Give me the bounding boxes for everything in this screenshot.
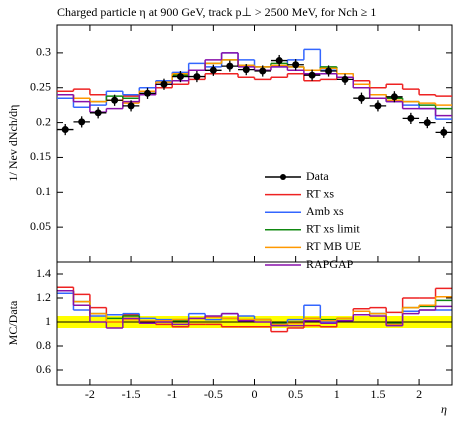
data-point [440, 128, 448, 136]
legend-label: RT MB UE [306, 239, 361, 253]
legend-label: Amb xs [306, 204, 344, 218]
x-tick-label: 1 [334, 387, 340, 401]
data-point [144, 89, 152, 97]
data-point [242, 66, 250, 74]
legend-marker [280, 174, 286, 180]
x-axis-label: η [441, 402, 447, 416]
data-point [160, 80, 168, 88]
y-tick-label: 1 [45, 314, 51, 328]
y-axis-label: 1/ Nev dNch/dη [6, 105, 20, 182]
y-tick-label: 0.6 [36, 362, 51, 376]
x-tick-label: -0.5 [204, 387, 223, 401]
legend-label: Data [306, 169, 329, 183]
y-tick-label: 1.4 [36, 266, 51, 280]
data-point [407, 114, 415, 122]
x-tick-label: 2 [416, 387, 422, 401]
x-tick-label: 0.5 [288, 387, 303, 401]
y-tick-label: 0.2 [36, 114, 51, 128]
data-point [226, 62, 234, 70]
y-tick-label: 0.25 [30, 79, 51, 93]
x-tick-label: -1 [167, 387, 177, 401]
data-point [111, 96, 119, 104]
legend-label: RAPGAP [306, 257, 354, 271]
chart-title: Charged particle η at 900 GeV, track p⊥ … [57, 5, 376, 19]
data-point [259, 67, 267, 75]
x-tick-label: 0 [252, 387, 258, 401]
data-point [341, 75, 349, 83]
x-tick-label: -2 [85, 387, 95, 401]
y-tick-label: 0.8 [36, 338, 51, 352]
data-point [61, 126, 69, 134]
data-point [94, 109, 102, 117]
data-point [275, 57, 283, 65]
data-point [209, 66, 217, 74]
y-tick-label: 0.3 [36, 45, 51, 59]
data-point [374, 102, 382, 110]
y-tick-label: 1.2 [36, 290, 51, 304]
data-point [292, 61, 300, 69]
data-point [357, 94, 365, 102]
ratio-y-axis-label: MC/Data [6, 300, 20, 345]
legend-label: RT xs [306, 186, 334, 200]
data-point [423, 119, 431, 127]
x-tick-label: -1.5 [122, 387, 141, 401]
data-point [193, 73, 201, 81]
y-tick-label: 0.05 [30, 219, 51, 233]
data-point [308, 71, 316, 79]
y-tick-label: 0.15 [30, 149, 51, 163]
data-point [127, 102, 135, 110]
y-tick-label: 0.1 [36, 184, 51, 198]
legend-label: RT xs limit [306, 222, 360, 236]
data-point [390, 93, 398, 101]
x-tick-label: 1.5 [370, 387, 385, 401]
data-point [325, 67, 333, 75]
data-point [176, 73, 184, 81]
data-point [78, 118, 86, 126]
